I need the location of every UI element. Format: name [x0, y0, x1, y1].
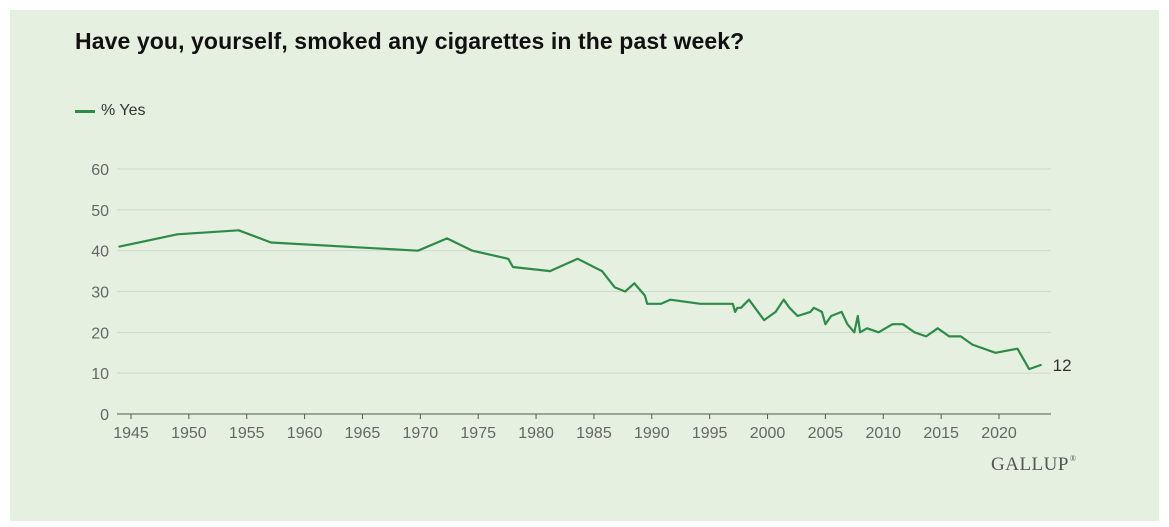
x-tick-label: 1950 — [171, 425, 207, 442]
x-tick-label: 2020 — [981, 425, 1017, 442]
x-tick-label: 1965 — [345, 425, 381, 442]
series-line — [118, 229, 1042, 371]
y-tick-label: 60 — [91, 162, 109, 179]
x-tick-label: 1990 — [634, 425, 670, 442]
y-tick-label: 20 — [91, 325, 109, 342]
x-tick-label: 1970 — [403, 425, 439, 442]
y-tick-label: 0 — [100, 407, 109, 424]
x-tick-label: 2015 — [923, 425, 959, 442]
x-tick-label: 1945 — [113, 425, 149, 442]
end-value-label: 12 — [1053, 356, 1072, 375]
y-tick-label: 30 — [91, 285, 109, 302]
legend-swatch — [75, 109, 95, 113]
x-tick-label: 2010 — [865, 425, 901, 442]
x-tick-label: 1960 — [287, 425, 323, 442]
brand-text: GALLUP — [991, 454, 1069, 475]
x-tick-label: 2000 — [750, 425, 786, 442]
gallup-logo: GALLUP® — [991, 454, 1077, 475]
x-tick-label: 1995 — [692, 425, 728, 442]
x-tick-label: 1980 — [518, 425, 554, 442]
y-tick-label: 40 — [91, 244, 109, 261]
chart-title: Have you, yourself, smoked any cigarette… — [75, 28, 745, 54]
y-tick-label: 10 — [91, 366, 109, 383]
chart-card — [10, 10, 1159, 521]
x-tick-label: 1985 — [576, 425, 612, 442]
y-tick-label: 50 — [91, 203, 109, 220]
x-tick-label: 1955 — [229, 425, 265, 442]
legend: % Yes — [75, 102, 145, 120]
x-tick-label: 2005 — [808, 425, 844, 442]
x-tick-label: 1975 — [460, 425, 496, 442]
legend-label: % Yes — [101, 102, 146, 119]
